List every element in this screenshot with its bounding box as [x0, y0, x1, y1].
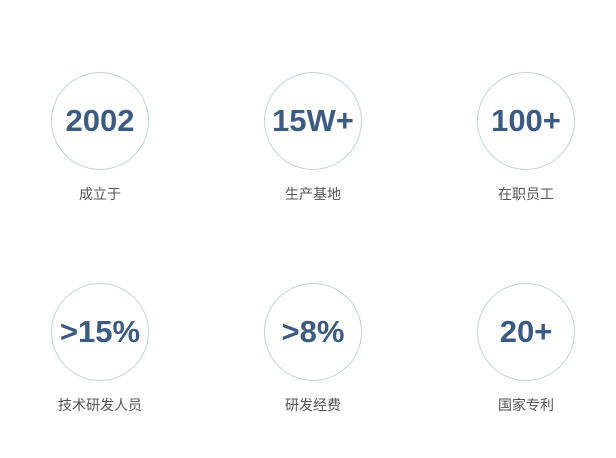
stat-value: >8% — [264, 283, 362, 381]
stat-production-base: 15W+ 生产基地 — [243, 72, 383, 204]
stat-rd-funding: >8% 研发经费 — [243, 283, 383, 415]
stat-label: 国家专利 — [498, 398, 554, 414]
stat-value: 100+ — [477, 72, 575, 170]
stat-label: 成立于 — [79, 187, 121, 203]
stat-label: 研发经费 — [285, 398, 341, 414]
stat-patents: 20+ 国家专利 — [456, 283, 596, 415]
stat-value: 20+ — [477, 283, 575, 381]
stat-rd-staff: >15% 技术研发人员 — [30, 283, 170, 415]
stat-label: 在职员工 — [498, 187, 554, 203]
stat-label: 技术研发人员 — [58, 398, 142, 414]
stat-founded: 2002 成立于 — [30, 72, 170, 204]
stat-label: 生产基地 — [285, 187, 341, 203]
stat-value: 2002 — [51, 72, 149, 170]
stat-value: >15% — [51, 283, 149, 381]
stat-value: 15W+ — [264, 72, 362, 170]
stat-employees: 100+ 在职员工 — [456, 72, 596, 204]
